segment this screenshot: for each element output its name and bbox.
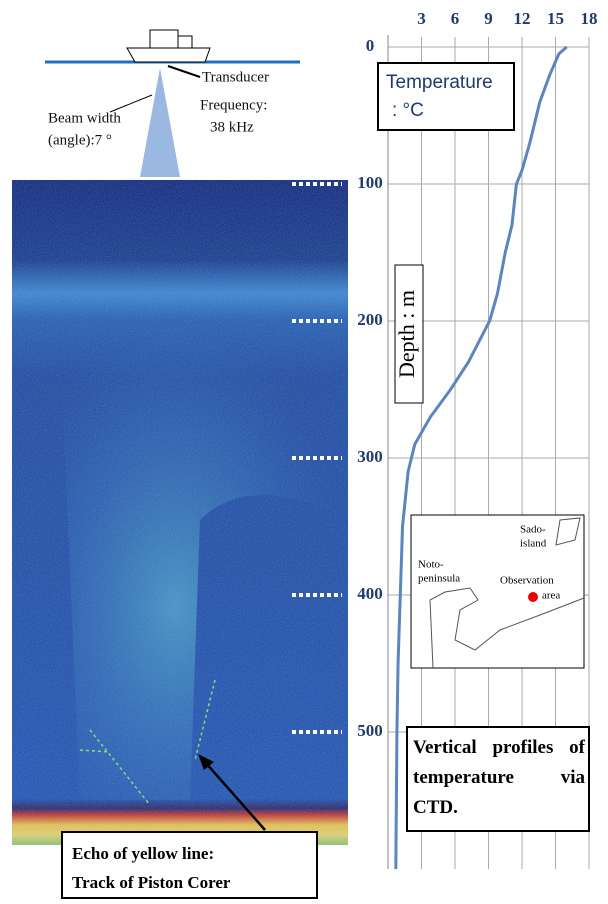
map-label: island [520,538,547,550]
ship-diagram: Transducer Frequency: 38 kHz Beam width … [45,29,300,177]
x-axis-title: Temperature [386,72,493,93]
map-label: Observation [500,575,554,587]
x-axis-unit: : °C [392,100,424,121]
map-label: Sado- [520,524,546,536]
y-tick-label: 400 [357,584,383,603]
x-tick-label: 15 [547,9,564,28]
legend: Vertical profiles of temperature via CTD… [413,737,585,818]
frequency-label: Frequency: [200,97,267,113]
y-tick-label: 500 [357,721,383,740]
map-label: Noto- [418,559,444,571]
map-inset: Sado- island Noto- peninsula Observation… [410,514,585,669]
map-label: peninsula [418,573,460,585]
y-tick-label: 100 [357,173,383,192]
y-tick-label: 300 [357,447,383,466]
x-tick-label: 12 [514,9,531,28]
frequency-label: 38 kHz [210,119,254,135]
x-tick-label: 18 [581,9,598,28]
beam-label: (angle):7 ° [48,132,112,148]
callout-text: Track of Piston Corer [72,873,231,892]
callout-text: Echo of yellow line: [72,844,214,863]
y-tick-label: 200 [357,310,383,329]
arrow-head [198,754,214,770]
x-tick-label: 6 [451,9,460,28]
plot: 3 6 9 12 15 18 0 100 200 300 400 500 [292,9,598,870]
transducer-label: Transducer [202,69,269,85]
callout-arrow [204,761,266,831]
y-axis-title: Depth : m [394,290,419,378]
temperature-line [394,45,568,870]
label-box [377,62,515,131]
legend-text: Vertical profiles of temperature via CTD… [413,737,585,818]
x-tick-label: 9 [484,9,493,28]
map-label: area [542,590,560,602]
callout-box [61,831,318,899]
legend-box [406,726,590,832]
y-label-box [394,264,424,404]
y-tick-label: 0 [366,36,375,55]
echogram [12,180,348,845]
beam-label: Beam width [48,110,121,126]
x-tick-label: 3 [417,9,426,28]
